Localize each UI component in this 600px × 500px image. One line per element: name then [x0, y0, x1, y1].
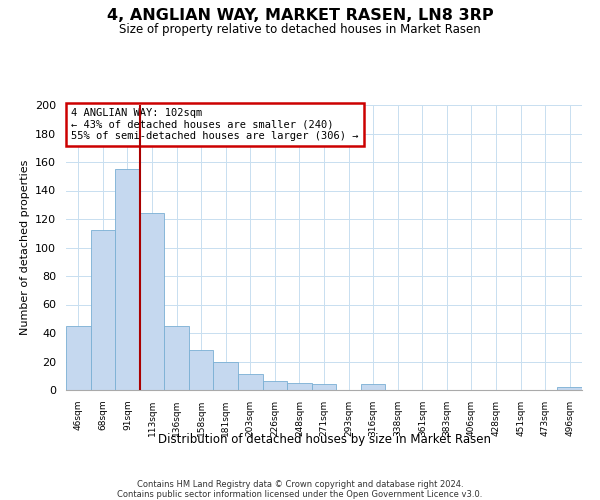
Bar — [115, 169, 140, 390]
Bar — [66, 326, 91, 390]
Text: Distribution of detached houses by size in Market Rasen: Distribution of detached houses by size … — [157, 432, 491, 446]
Bar — [238, 374, 263, 390]
Bar — [189, 350, 214, 390]
Bar — [164, 326, 189, 390]
Bar — [263, 382, 287, 390]
Bar — [214, 362, 238, 390]
Bar — [557, 387, 582, 390]
Bar — [312, 384, 336, 390]
Bar — [287, 383, 312, 390]
Bar — [91, 230, 115, 390]
Bar — [140, 214, 164, 390]
Text: 4, ANGLIAN WAY, MARKET RASEN, LN8 3RP: 4, ANGLIAN WAY, MARKET RASEN, LN8 3RP — [107, 8, 493, 22]
Text: 4 ANGLIAN WAY: 102sqm
← 43% of detached houses are smaller (240)
55% of semi-det: 4 ANGLIAN WAY: 102sqm ← 43% of detached … — [71, 108, 359, 141]
Text: Contains HM Land Registry data © Crown copyright and database right 2024.
Contai: Contains HM Land Registry data © Crown c… — [118, 480, 482, 500]
Text: Size of property relative to detached houses in Market Rasen: Size of property relative to detached ho… — [119, 22, 481, 36]
Y-axis label: Number of detached properties: Number of detached properties — [20, 160, 29, 335]
Bar — [361, 384, 385, 390]
